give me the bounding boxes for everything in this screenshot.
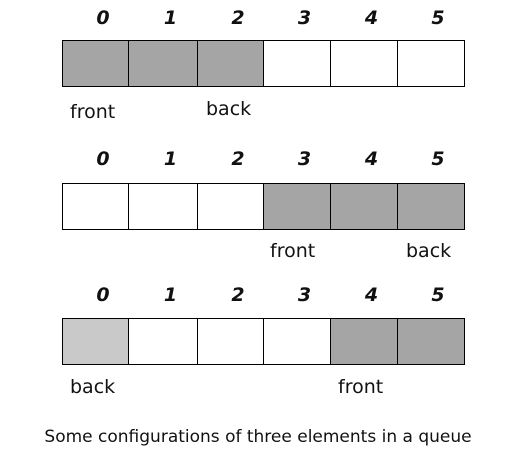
index-label: 4 (364, 7, 379, 29)
queue-cell-5 (397, 318, 465, 365)
index-label: 0 (96, 7, 110, 29)
index-label: 0 (96, 284, 110, 306)
index-label: 1 (163, 284, 178, 306)
queue-cell-1 (128, 183, 199, 230)
index-label: 3 (297, 7, 312, 29)
front-pointer-label: front (270, 240, 316, 262)
index-label: 0 (96, 148, 110, 170)
back-pointer-label: back (70, 376, 116, 398)
front-pointer-label: front (338, 376, 384, 398)
queue-cell-4 (330, 318, 399, 365)
queue-cell-3 (263, 318, 332, 365)
figure-caption: Some configurations of three elements in… (44, 427, 472, 447)
queue-cell-0 (62, 40, 130, 87)
index-label: 5 (431, 7, 445, 29)
index-label: 2 (231, 7, 245, 29)
index-label: 4 (364, 148, 379, 170)
index-label: 2 (231, 284, 245, 306)
queue-cell-5 (397, 40, 465, 87)
index-label: 1 (163, 7, 178, 29)
front-pointer-label: front (70, 101, 116, 123)
index-label: 3 (297, 284, 312, 306)
queue-cell-2 (197, 183, 265, 230)
back-pointer-label: back (206, 98, 252, 120)
index-label: 3 (297, 148, 312, 170)
queue-cell-1 (128, 318, 199, 365)
queue-cell-0 (62, 183, 130, 230)
index-label: 5 (431, 148, 445, 170)
index-label: 1 (163, 148, 178, 170)
index-label: 5 (431, 284, 445, 306)
queue-cell-2 (197, 318, 265, 365)
queue-cell-1 (128, 40, 199, 87)
queue-cell-0 (62, 318, 130, 365)
index-label: 4 (364, 284, 379, 306)
index-label: 2 (231, 148, 245, 170)
queue-cell-3 (263, 183, 332, 230)
queue-cell-4 (330, 40, 399, 87)
queue-cell-5 (397, 183, 465, 230)
queue-cell-2 (197, 40, 265, 87)
queue-cell-4 (330, 183, 399, 230)
queue-cell-3 (263, 40, 332, 87)
back-pointer-label: back (406, 240, 452, 262)
